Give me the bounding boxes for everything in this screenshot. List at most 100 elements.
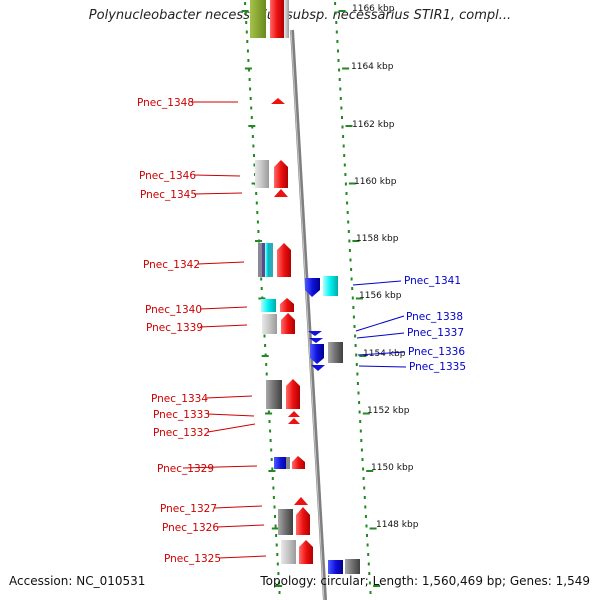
gene-label: Pnec_1325 <box>164 553 221 565</box>
minor-tick <box>337 59 340 62</box>
minor-tick <box>255 201 258 205</box>
gene-arrow-1341 <box>305 278 320 297</box>
gene-label: Pnec_1340 <box>145 304 202 316</box>
minor-tick <box>351 287 354 290</box>
minor-tick <box>263 334 266 338</box>
minor-tick <box>275 534 278 537</box>
minor-tick <box>358 410 361 414</box>
major-tick <box>352 240 360 242</box>
minor-tick <box>246 49 249 53</box>
gene-arrow-1327 <box>294 497 308 505</box>
minor-tick <box>250 106 253 110</box>
gene-label: Pnec_1335 <box>409 361 466 373</box>
minor-tick <box>358 401 361 404</box>
major-tick <box>248 125 256 127</box>
major-tick <box>362 412 370 415</box>
minor-tick <box>364 505 367 509</box>
gene-label: Pnec_1326 <box>162 522 219 534</box>
gene-block-1342-multicolor <box>258 243 262 277</box>
major-tick <box>366 470 374 472</box>
minor-tick <box>365 524 368 528</box>
gene-block-1342-teal <box>269 243 273 277</box>
gene-arrow-forward <box>270 0 284 38</box>
gene-label: Pnec_1329 <box>157 463 214 475</box>
gene-arrow-1334 <box>286 379 300 409</box>
minor-tick <box>347 220 350 224</box>
gene-label: Pnec_1338 <box>406 311 463 323</box>
leader-line <box>207 413 255 417</box>
minor-tick <box>342 135 345 138</box>
minor-tick <box>276 562 279 566</box>
tick-label: 1148 kbp <box>376 520 419 530</box>
minor-tick <box>343 163 346 167</box>
minor-tick <box>245 21 248 24</box>
gene-block-olive <box>250 0 266 38</box>
major-tick <box>348 182 356 185</box>
minor-tick <box>276 553 279 556</box>
minor-tick <box>368 581 371 585</box>
minor-tick <box>337 49 339 53</box>
leader-line <box>182 465 258 469</box>
left-leader-lines <box>182 101 267 559</box>
minor-tick <box>267 410 270 414</box>
leader-line <box>193 192 243 195</box>
leader-line <box>356 332 405 339</box>
minor-tick <box>362 477 365 480</box>
minor-tick <box>334 2 337 5</box>
gene-label: Pnec_1332 <box>153 427 210 439</box>
gene-block-1342-purple <box>262 243 265 277</box>
minor-tick <box>277 572 280 575</box>
tick-label: 1166 kbp <box>352 4 395 14</box>
minor-tick <box>352 306 355 309</box>
gene-arrow-1345 <box>274 189 288 197</box>
minor-tick <box>340 106 343 110</box>
minor-tick <box>256 220 259 224</box>
right-leader-lines <box>352 280 407 368</box>
topology-summary: Topology: circular; Length: 1,560,469 bp… <box>260 574 590 588</box>
right-tick-rail <box>334 2 381 594</box>
gene-label: Pnec_1336 <box>408 346 465 358</box>
minor-tick <box>246 40 249 43</box>
minor-tick <box>248 78 251 81</box>
minor-tick <box>253 163 256 167</box>
major-tick <box>261 355 269 357</box>
gene-block-1334-gray <box>266 380 282 409</box>
minor-tick <box>352 315 355 319</box>
gene-arrow-1337 <box>309 338 323 343</box>
leader-line <box>207 423 256 433</box>
minor-tick <box>363 486 366 490</box>
minor-tick <box>269 439 272 442</box>
gene-block-1336-gray <box>328 342 343 363</box>
gene-arrow-1329 <box>292 456 305 469</box>
minor-tick <box>355 353 358 357</box>
left-tick-rail <box>241 2 283 594</box>
tick-label: 1162 kbp <box>352 120 395 130</box>
minor-tick <box>247 59 250 62</box>
gene-arrow-1346 <box>274 160 288 188</box>
gene-label: Pnec_1342 <box>143 259 200 271</box>
tick-label: 1152 kbp <box>367 406 410 416</box>
minor-tick <box>344 182 347 186</box>
minor-tick <box>354 344 357 347</box>
minor-tick <box>274 524 277 528</box>
leader-line <box>218 555 267 559</box>
minor-tick <box>346 201 349 205</box>
major-tick <box>255 240 262 242</box>
minor-tick <box>260 287 263 290</box>
accession-text: Accession: NC_010531 <box>9 574 146 588</box>
minor-tick <box>253 154 255 157</box>
minor-tick <box>369 591 372 594</box>
minor-tick <box>350 268 353 271</box>
minor-tick <box>364 515 367 518</box>
gene-label: Pnec_1346 <box>139 170 196 182</box>
minor-tick <box>335 30 338 34</box>
minor-tick <box>349 258 352 262</box>
tick-label: 1164 kbp <box>351 62 394 72</box>
gene-label: Pnec_1339 <box>146 322 203 334</box>
minor-tick <box>245 30 248 34</box>
minor-tick <box>342 144 345 148</box>
gene-label: Pnec_1341 <box>404 275 461 287</box>
major-tick <box>373 585 381 587</box>
leader-line <box>197 261 245 265</box>
minor-tick <box>255 192 258 195</box>
